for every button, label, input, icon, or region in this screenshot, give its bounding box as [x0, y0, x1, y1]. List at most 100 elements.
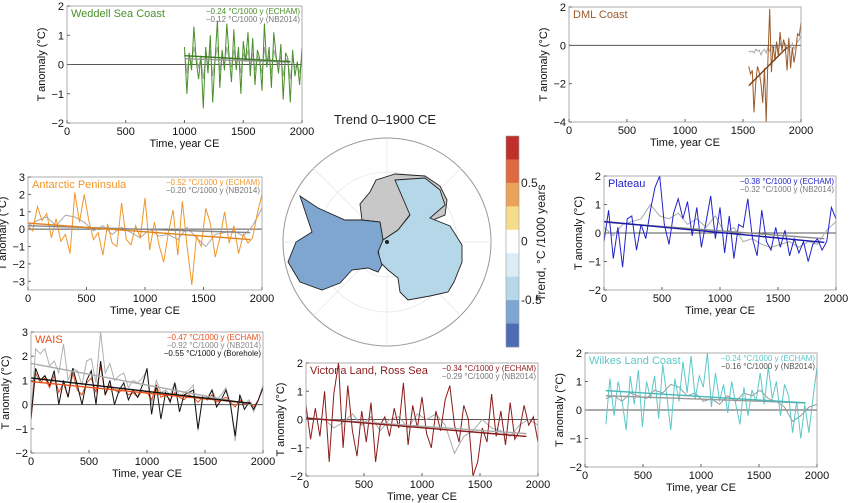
y-tick-label: −2	[51, 118, 64, 130]
y-tick-label: 0	[58, 60, 64, 72]
x-tick-label: 1000	[410, 479, 434, 491]
trend-line-echam	[305, 417, 527, 438]
x-tick-label: 1500	[191, 293, 215, 305]
panel-weddell: 0 500 1000 1500 2000 −2 −1 0 1 2 Time, year CE T an…	[36, 1, 314, 150]
colorbar-segment	[506, 206, 519, 231]
x-axis-label: Time, year CE	[666, 482, 736, 494]
legend-entry: −0.55 °C/1000 y (Borehole)	[164, 349, 262, 358]
y-axis-label: T anomaly (°C)	[275, 383, 287, 457]
x-tick-label: 500	[77, 293, 95, 305]
x-tick-label: 1000	[708, 293, 732, 305]
panel-title: Antarctic Peninsula	[32, 179, 127, 191]
map-title: Trend 0–1900 CE	[333, 112, 437, 127]
y-tick-label: 1	[19, 207, 25, 219]
y-axis-label: T anomaly (°C)	[554, 373, 566, 447]
x-tick-label: 2000	[250, 293, 274, 305]
y-tick-label: −2	[588, 285, 601, 297]
y-tick-label: 2	[58, 1, 64, 13]
series-echam	[748, 8, 801, 122]
trend-line-borehole	[30, 377, 252, 405]
y-axis-label: T anomaly (°C)	[573, 196, 585, 270]
x-tick-label: 1000	[673, 125, 697, 137]
x-tick-label: 1000	[689, 470, 713, 482]
y-tick-label: 2	[576, 348, 582, 360]
x-tick-label: 500	[117, 126, 135, 138]
panel-title: WAIS	[35, 334, 63, 346]
colorbar: 0.5 0 -0.5	[505, 135, 542, 348]
trend-line-nb2014	[30, 362, 252, 406]
x-tick-label: 500	[653, 293, 671, 305]
colorbar-segment	[506, 253, 519, 277]
series-echam	[184, 20, 302, 109]
y-tick-label: 2	[297, 358, 303, 370]
legend-entry: −0.16 °C/1000 y (NB2014)	[721, 362, 815, 371]
trend-line-echam	[605, 389, 806, 404]
y-tick-label: −1	[15, 424, 28, 436]
trend-line-nb2014	[27, 224, 251, 234]
colorbar-segment	[506, 229, 519, 254]
series-echam	[306, 363, 538, 476]
x-tick-label: 0	[303, 479, 309, 491]
x-tick-label: 500	[80, 456, 98, 468]
legend-entry: −0.32 °C/1000 y (NB2014)	[740, 185, 834, 194]
colorbar-segment	[506, 323, 519, 348]
y-axis-label: T anomaly (°C)	[538, 28, 550, 102]
panel-title: Victoria Land, Ross Sea	[310, 365, 429, 377]
x-tick-label: 2000	[526, 479, 550, 491]
y-axis-label: T anomaly (°C)	[0, 197, 9, 271]
x-tick-label: 2000	[251, 456, 275, 468]
legend-entry: −0.92 °C/1000 y (NB2014)	[167, 341, 261, 350]
colorbar-segment	[506, 159, 519, 184]
series-nb2014	[748, 35, 801, 57]
region-west-antarctica	[287, 194, 384, 291]
colorbar-segment	[506, 276, 519, 301]
x-tick-label: 2000	[824, 293, 848, 305]
x-tick-label: 0	[28, 456, 34, 468]
colorbar-tick-label: 0.5	[521, 176, 538, 190]
x-axis-label: Time, year CE	[112, 468, 182, 480]
y-tick-label: −3	[12, 276, 25, 288]
x-tick-label: 500	[618, 125, 636, 137]
panel-victoria: 0 500 1000 1500 2000 −2 −1 0 1 2 Time, year CE T an…	[275, 358, 550, 503]
series-nb2014	[28, 208, 262, 248]
legend-entry: −0.24 °C/1000 y (ECHAM)	[721, 354, 815, 363]
trend-line-echam	[27, 222, 251, 241]
x-tick-label: 1000	[135, 456, 159, 468]
y-tick-label: −1	[588, 257, 601, 269]
x-tick-label: 1500	[747, 470, 771, 482]
y-tick-label: 0	[22, 400, 28, 412]
y-tick-label: 3	[19, 172, 25, 184]
y-tick-label: 2	[560, 2, 566, 14]
legend-entry: −0.52 °C/1000 y (ECHAM)	[166, 178, 260, 187]
colorbar-segment	[506, 182, 519, 207]
x-tick-label: 1500	[468, 479, 492, 491]
y-tick-label: −2	[553, 79, 566, 91]
x-axis-label: Time, year CE	[650, 137, 720, 149]
x-axis-label: Time, year CE	[150, 138, 220, 150]
y-tick-label: −1	[12, 242, 25, 254]
x-tick-label: 0	[582, 470, 588, 482]
antarctica-map	[282, 137, 492, 347]
x-axis-label: Time, year CE	[110, 305, 180, 317]
panel-wais: 0 500 1000 1500 2000 −2 −1 0 1 2 3 Time, year CE T a…	[0, 327, 275, 480]
panel-peninsula: 0 500 1000 1500 2000 −3 −2 −1 0 1 2 3 Time, year CE T…	[0, 172, 274, 317]
trend-line-nb2014	[184, 57, 291, 63]
x-tick-label: 0	[25, 293, 31, 305]
x-tick-label: 0	[601, 293, 607, 305]
y-tick-label: 0	[595, 228, 601, 240]
y-tick-label: −2	[12, 259, 25, 271]
panel-plateau: 0 500 1000 1500 2000 −2 −1 0 1 2 Time, year CE T an…	[573, 171, 848, 317]
y-tick-label: −1	[51, 89, 64, 101]
trend-line-echam	[603, 220, 825, 244]
x-tick-label: 2000	[789, 125, 813, 137]
x-tick-label: 1000	[172, 126, 196, 138]
colorbar-segment	[506, 300, 519, 324]
x-tick-label: 500	[634, 470, 652, 482]
y-tick-label: 1	[576, 377, 582, 389]
colorbar-frame	[505, 135, 520, 348]
panel-title: Weddell Sea Coast	[71, 8, 165, 20]
legend-entry: −0.38 °C/1000 y (ECHAM)	[740, 177, 834, 186]
y-tick-label: 0	[297, 415, 303, 427]
x-tick-label: 1500	[766, 293, 790, 305]
y-tick-label: −2	[15, 448, 28, 460]
